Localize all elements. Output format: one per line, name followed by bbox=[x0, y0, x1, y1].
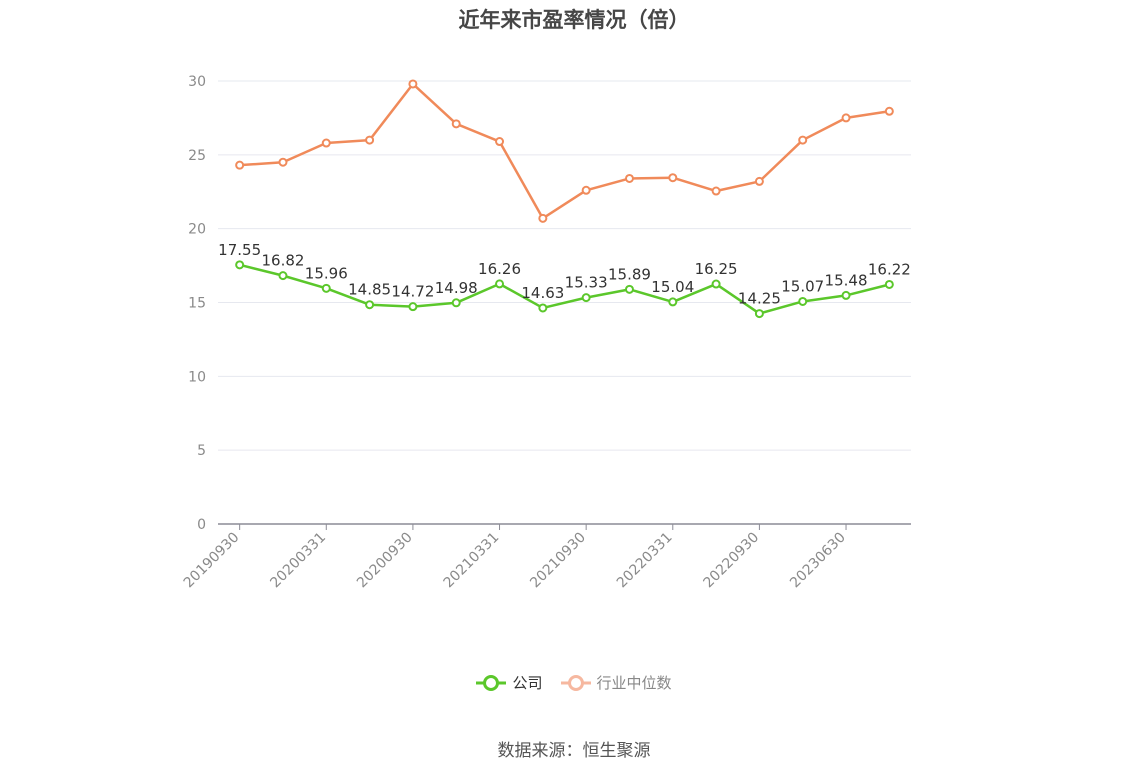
chart-title: 近年来市盈率情况（倍） bbox=[458, 8, 690, 32]
x-tick-label: 20220930 bbox=[701, 530, 763, 592]
y-tick-label: 25 bbox=[188, 148, 206, 164]
company-series-data-label: 14.25 bbox=[738, 290, 781, 308]
industry-series-point bbox=[278, 157, 288, 167]
company-series-point bbox=[278, 271, 288, 281]
industry-series-line bbox=[239, 82, 890, 220]
company-series-data-label: 14.63 bbox=[521, 284, 564, 302]
company-series-data-label: 15.07 bbox=[781, 277, 824, 295]
industry-series-point bbox=[841, 113, 851, 123]
industry-series-point bbox=[235, 160, 245, 170]
company-series-line bbox=[239, 263, 890, 315]
legend: 公司 行业中位数 bbox=[0, 672, 1148, 693]
company-series-data-label: 16.26 bbox=[478, 260, 521, 278]
company-series-data-label: 15.48 bbox=[825, 271, 868, 289]
legend-item-company[interactable]: 公司 bbox=[476, 672, 543, 693]
company-series-point bbox=[841, 290, 851, 300]
company-series-data-label: 14.72 bbox=[391, 283, 434, 301]
company-series-point bbox=[321, 283, 331, 293]
company-series-point bbox=[538, 303, 548, 313]
company-series-point bbox=[365, 300, 375, 310]
company-series-point bbox=[884, 279, 894, 289]
company-series-point bbox=[581, 293, 591, 303]
company-series-point bbox=[798, 296, 808, 306]
x-tick-label: 20200331 bbox=[267, 530, 329, 592]
company-series-data-label: 15.33 bbox=[565, 274, 608, 292]
company-series-point bbox=[711, 279, 721, 289]
company-series-data-label: 14.85 bbox=[348, 281, 391, 299]
y-tick-label: 5 bbox=[197, 443, 206, 459]
x-tick-label: 20190930 bbox=[181, 530, 243, 592]
x-tick-label: 20210930 bbox=[527, 530, 589, 592]
industry-series-point bbox=[495, 137, 505, 147]
company-series-data-label: 16.22 bbox=[868, 260, 911, 278]
legend-item-industry[interactable]: 行业中位数 bbox=[560, 672, 672, 693]
industry-series-point bbox=[408, 79, 418, 89]
industry-series-point bbox=[668, 173, 678, 183]
industry-series-point bbox=[798, 135, 808, 145]
y-tick-label: 20 bbox=[188, 222, 206, 238]
company-series-data-label: 15.96 bbox=[305, 264, 348, 282]
legend-company-label: 公司 bbox=[512, 674, 543, 692]
company-series-data-label: 14.98 bbox=[435, 279, 478, 297]
y-tick-label: 0 bbox=[197, 517, 206, 533]
company-series-point bbox=[495, 279, 505, 289]
x-tick-label: 20200930 bbox=[354, 530, 416, 592]
company-series-point bbox=[408, 302, 418, 312]
company-series-data-label: 16.25 bbox=[695, 260, 738, 278]
legend-industry-marker-icon bbox=[560, 674, 591, 691]
industry-series-point bbox=[754, 176, 764, 186]
industry-series-point bbox=[538, 213, 548, 223]
y-tick-label: 15 bbox=[188, 296, 206, 312]
data-source-note: 数据来源：恒生聚源 bbox=[497, 741, 651, 761]
industry-series-point bbox=[711, 186, 721, 196]
company-series-data-label: 15.04 bbox=[651, 278, 694, 296]
company-series-point bbox=[235, 260, 245, 270]
company-series-point bbox=[754, 309, 764, 319]
x-tick-label: 20210331 bbox=[441, 530, 503, 592]
industry-series-point bbox=[884, 106, 894, 116]
company-series-point bbox=[451, 298, 461, 308]
y-tick-label: 10 bbox=[188, 369, 206, 385]
industry-series-point bbox=[451, 119, 461, 129]
industry-series-point bbox=[581, 185, 591, 195]
company-series-data-label: 15.89 bbox=[608, 265, 651, 283]
company-series-data-label: 16.82 bbox=[261, 252, 304, 270]
legend-industry-label: 行业中位数 bbox=[596, 674, 672, 692]
industry-series-point bbox=[321, 138, 331, 148]
company-series-point bbox=[624, 284, 634, 294]
y-tick-label: 30 bbox=[188, 74, 206, 90]
industry-series-point bbox=[624, 173, 634, 183]
company-series-data-label: 17.55 bbox=[218, 241, 261, 259]
company-series-point bbox=[668, 297, 678, 307]
legend-company-marker-icon bbox=[476, 674, 507, 691]
x-tick-label: 20230630 bbox=[787, 530, 849, 592]
x-tick-label: 20220331 bbox=[614, 530, 676, 592]
industry-series-point bbox=[365, 135, 375, 145]
